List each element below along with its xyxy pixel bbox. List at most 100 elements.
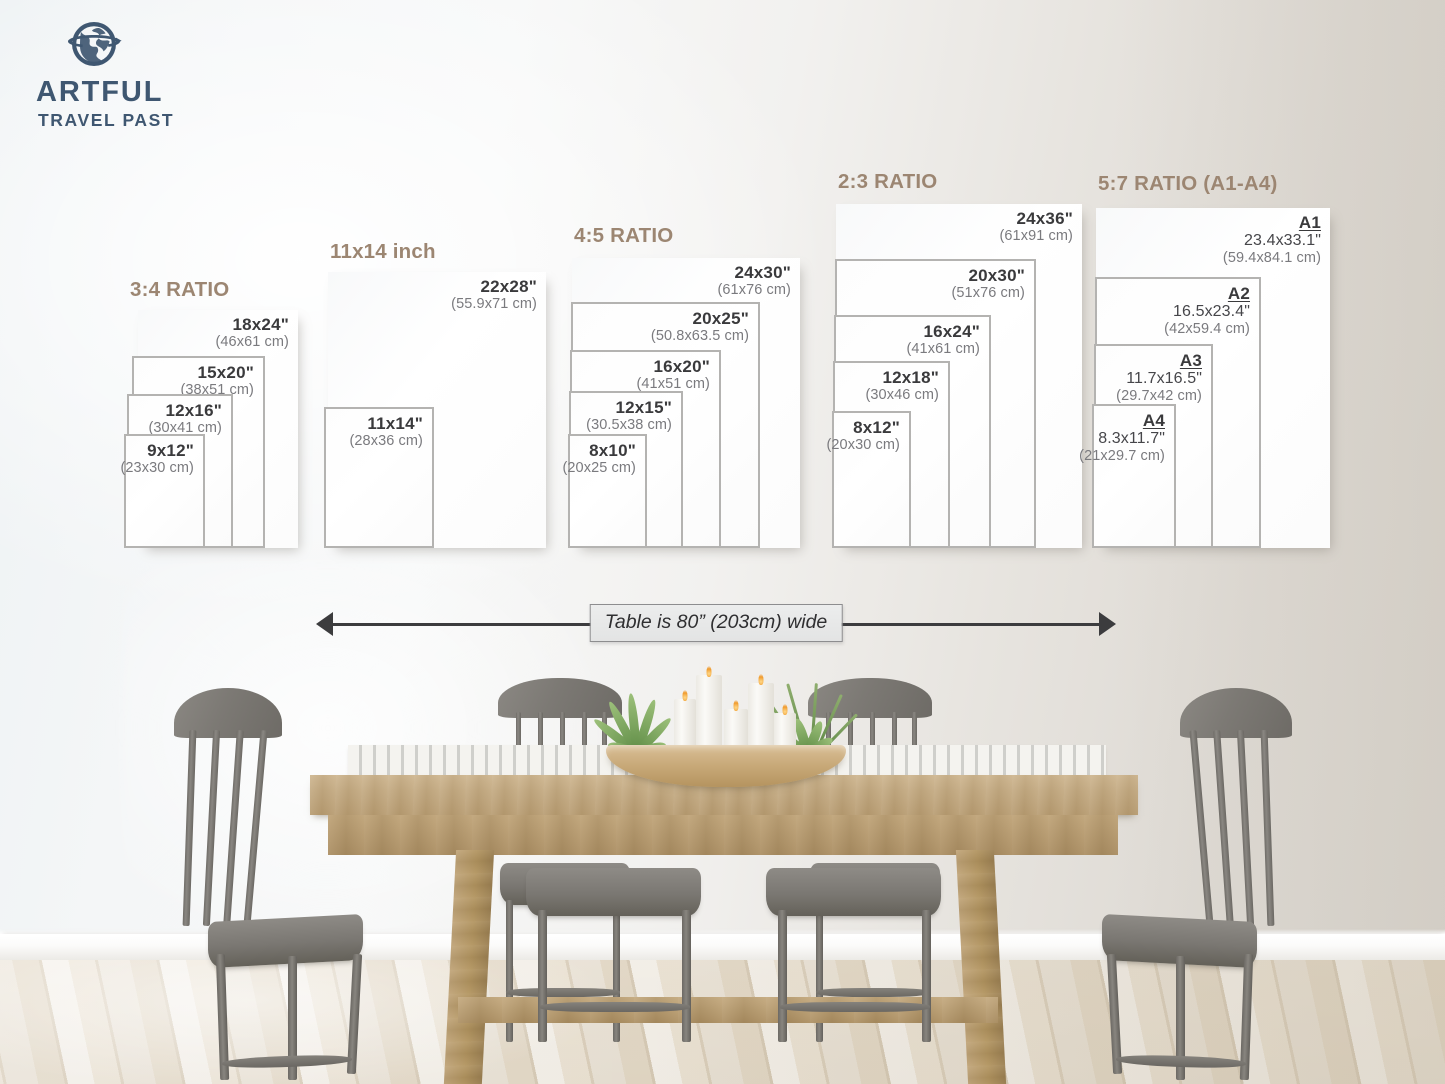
frame-size-cm: (23x30 cm) xyxy=(120,460,194,477)
frame-9x12[interactable]: 9x12" (23x30 cm) xyxy=(120,434,205,548)
frame-label: 12x18" (30x46 cm) xyxy=(865,368,939,403)
chair-seat xyxy=(766,868,941,916)
frame-group-ratio-3-4: 3:4 RATIO 18x24" (46x61 cm) 15x20" (38x5… xyxy=(120,278,314,548)
frame-stack: 22x28" (55.9x71 cm) 11x14" (28x36 cm) xyxy=(324,272,554,548)
dining-table xyxy=(290,745,1150,1084)
chair-spindle xyxy=(182,729,197,927)
frame-group-ratio-2-3: 2:3 RATIO 24x36" (61x91 cm) 20x30" (51x7… xyxy=(826,170,1087,548)
frame-size-cm: (61x91 cm) xyxy=(999,228,1073,245)
frame-label: 11x14" (28x36 cm) xyxy=(349,414,423,449)
frame-label: 24x30" (61x76 cm) xyxy=(717,263,791,298)
chair-spindle xyxy=(223,729,244,927)
frame-size-name: A2 xyxy=(1227,284,1250,303)
chair-footrest xyxy=(540,1002,690,1012)
frame-size-name: A4 xyxy=(1142,411,1165,430)
chair-leg xyxy=(613,900,620,1042)
frame-size-cm: (41x61 cm) xyxy=(906,341,980,358)
frame-size-cm: (28x36 cm) xyxy=(349,433,423,450)
chair-left xyxy=(160,688,390,1084)
frame-size-inches: 12x15" xyxy=(615,398,672,417)
frame-group-ratio-5-7: 5:7 RATIO (A1-A4) A1 23.4x33.1" (59.4x84… xyxy=(1079,172,1342,548)
candle xyxy=(748,683,774,755)
frame-size-inches: 8.3x11.7" xyxy=(1098,430,1165,448)
frame-size-inches: 11.7x16.5" xyxy=(1126,370,1202,388)
frame-label: A4 8.3x11.7" (21x29.7 cm) xyxy=(1079,411,1165,464)
globe-icon xyxy=(68,22,122,66)
frame-size-cm: (46x61 cm) xyxy=(215,334,289,351)
chair-leg xyxy=(922,910,931,1042)
frame-label: A2 16.5x23.4" (42x59.4 cm) xyxy=(1164,284,1250,337)
chair-leg xyxy=(682,910,691,1042)
frame-label: 18x24" (46x61 cm) xyxy=(215,315,289,350)
logo-line-1: ARTFUL xyxy=(36,76,164,108)
table-width-measurement: Table is 80” (203cm) wide xyxy=(316,604,1116,644)
frame-group-ratio-4-5: 4:5 RATIO 24x30" (61x76 cm) 20x25" (50.8… xyxy=(562,224,803,548)
frame-group-inch-11-14: 11x14 inch 22x28" (55.9x71 cm) 11x14" (2… xyxy=(324,240,554,548)
frame-size-name: A3 xyxy=(1179,351,1202,370)
group-title: 3:4 RATIO xyxy=(130,278,230,301)
candle xyxy=(674,699,696,755)
frame-size-inches: 24x36" xyxy=(1016,209,1073,228)
chair-spindle xyxy=(1236,729,1255,927)
frame-size-cm: (29.7x42 cm) xyxy=(1116,387,1202,404)
frame-size-cm: (51x76 cm) xyxy=(951,285,1025,302)
frame-label: 16x24" (41x61 cm) xyxy=(906,322,980,357)
chair-leg xyxy=(1176,956,1185,1080)
chair-leg xyxy=(538,910,547,1042)
chair-seat xyxy=(526,868,701,916)
frame-a4[interactable]: A4 8.3x11.7" (21x29.7 cm) xyxy=(1079,404,1176,548)
frame-size-cm: (30x46 cm) xyxy=(865,387,939,404)
frame-size-cm: (50.8x63.5 cm) xyxy=(650,328,749,345)
chair-spindle xyxy=(243,730,268,926)
chair-leg xyxy=(506,900,513,1042)
baseboard-highlight xyxy=(0,929,1445,934)
logo-line-2: TRAVEL PAST xyxy=(38,110,175,130)
frame-size-inches: 8x12" xyxy=(853,418,900,437)
frame-size-cm: (30x41 cm) xyxy=(148,420,222,437)
frame-size-inches: 22x28" xyxy=(480,277,537,296)
frame-size-inches: 16x20" xyxy=(653,357,710,376)
chair-front-left xyxy=(520,680,701,1042)
chair-backrest xyxy=(174,688,282,738)
frame-stack: A1 23.4x33.1" (59.4x84.1 cm) A2 16.5x23.… xyxy=(1079,208,1342,548)
chair-leg xyxy=(346,953,363,1075)
frame-label: A1 23.4x33.1" (59.4x84.1 cm) xyxy=(1223,213,1321,266)
chair-front-right xyxy=(760,680,941,1042)
chair-footrest xyxy=(780,1002,930,1012)
table-leg-left xyxy=(443,850,495,1084)
frame-size-name: A1 xyxy=(1298,213,1321,232)
frame-label: 8x12" (20x30 cm) xyxy=(826,418,900,453)
frame-stack: 24x30" (61x76 cm) 20x25" (50.8x63.5 cm) … xyxy=(562,258,803,548)
chair-stretcher xyxy=(816,988,930,997)
frame-8x12[interactable]: 8x12" (20x30 cm) xyxy=(826,411,911,548)
chair-leg xyxy=(778,910,787,1042)
frame-size-cm: (41x51 cm) xyxy=(636,376,710,393)
group-title: 4:5 RATIO xyxy=(574,224,674,247)
brand-logo: ARTFUL TRAVEL PAST xyxy=(36,18,256,130)
group-title: 11x14 inch xyxy=(330,240,436,263)
frame-stack: 18x24" (46x61 cm) 15x20" (38x51 cm) 12x1… xyxy=(120,310,314,548)
chair-spindle xyxy=(202,729,221,927)
frame-11x14[interactable]: 11x14" (28x36 cm) xyxy=(324,407,434,548)
group-title: 2:3 RATIO xyxy=(838,170,938,193)
frame-size-inches: 9x12" xyxy=(147,441,194,460)
frame-size-inches: 11x14" xyxy=(367,414,423,433)
chair-stretcher xyxy=(506,988,620,997)
candle xyxy=(696,675,722,755)
frame-label: A3 11.7x16.5" (29.7x42 cm) xyxy=(1116,351,1202,404)
frame-size-inches: 20x25" xyxy=(692,309,749,328)
table-centerpiece xyxy=(591,665,858,787)
frame-label: 12x15" (30.5x38 cm) xyxy=(586,398,672,433)
frame-label: 20x30" (51x76 cm) xyxy=(951,266,1025,301)
frame-8x10[interactable]: 8x10" (20x25 cm) xyxy=(562,434,647,548)
frame-size-cm: (59.4x84.1 cm) xyxy=(1222,249,1321,266)
chair-leg xyxy=(816,900,823,1042)
frame-size-cm: (42x59.4 cm) xyxy=(1164,320,1250,337)
frame-label: 16x20" (41x51 cm) xyxy=(636,357,710,392)
frame-size-inches: 16x24" xyxy=(923,322,980,341)
frame-size-cm: (21x29.7 cm) xyxy=(1079,447,1165,464)
arrow-right-icon xyxy=(1099,612,1116,636)
arrow-left-icon xyxy=(316,612,333,636)
frame-label: 20x25" (50.8x63.5 cm) xyxy=(651,309,749,344)
